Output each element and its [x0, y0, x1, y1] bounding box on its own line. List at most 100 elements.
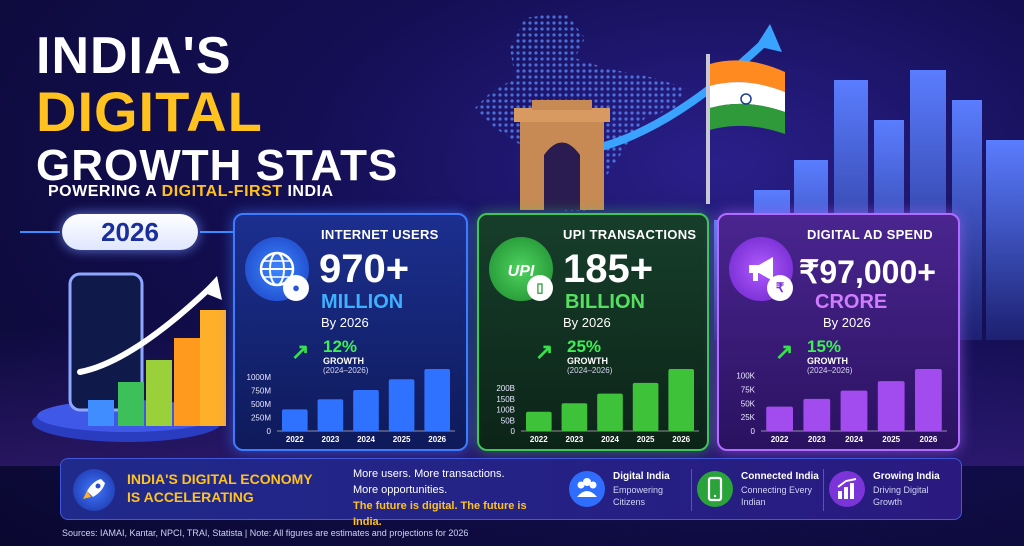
growth-range: (2024–2026) — [567, 366, 613, 375]
card-value: 970+ — [319, 247, 410, 291]
growth-percent: 25% — [567, 337, 602, 356]
divider-line-right — [200, 231, 240, 233]
bar — [317, 399, 344, 431]
card-label: INTERNET USERS — [321, 227, 439, 242]
trend-up-arrow-icon: ↗ — [535, 339, 554, 364]
x-tick-label: 2026 — [920, 435, 938, 444]
x-tick-label: 2023 — [566, 435, 584, 444]
x-tick-label: 2025 — [637, 435, 655, 444]
card-label: UPI TRANSACTIONS — [563, 227, 697, 242]
year-badge-wrap: 2026 — [20, 214, 240, 250]
y-tick-label: 1000M — [247, 373, 272, 382]
pill-subtitle: Driving Digital Growth — [873, 485, 929, 507]
title-line-1: INDIA'S — [36, 27, 232, 85]
phone-icon — [697, 471, 733, 507]
y-tick-label: 100K — [736, 372, 755, 381]
bar — [877, 381, 905, 431]
bar — [388, 379, 415, 431]
growth-indicator: ↗ 12% GROWTH (2024–2026) — [291, 337, 411, 375]
x-tick-label: 2025 — [882, 435, 900, 444]
x-tick-label: 2024 — [357, 435, 375, 444]
bar — [525, 411, 552, 431]
x-tick-label: 2024 — [845, 435, 863, 444]
stat-card-internet-users: ● INTERNET USERS 970+ MILLION By 2026 ↗ … — [233, 213, 468, 451]
bottom-banner: INDIA'S DIGITAL ECONOMY IS ACCELERATING … — [60, 458, 962, 528]
pill-growing-india: Growing India Driving Digital Growth — [829, 467, 953, 513]
user-icon: ● — [283, 275, 309, 301]
y-tick-label: 150B — [496, 395, 515, 404]
card-by-year: By 2026 — [321, 315, 369, 330]
growth-indicator: ↗ 25% GROWTH (2024–2026) — [535, 337, 655, 375]
card-by-year: By 2026 — [563, 315, 611, 330]
x-tick-label: 2023 — [808, 435, 826, 444]
bar-chart-digital-ad-spend: 100K 75K 50K 25K 0 2022 2023 2024 2025 2026 — [736, 369, 947, 444]
x-tick-label: 2025 — [393, 435, 411, 444]
title-line-2: DIGITAL — [36, 80, 263, 143]
divider-line-left — [20, 231, 60, 233]
y-tick-label: 0 — [751, 427, 756, 436]
main-title: INDIA'S DIGITAL GROWTH STATS — [36, 30, 416, 188]
message-line-3: The future is digital. The future is Ind… — [353, 499, 527, 528]
x-tick-label: 2022 — [530, 435, 548, 444]
pill-title: Connected India — [741, 471, 819, 482]
bar — [632, 382, 659, 431]
growth-label: GROWTH — [807, 356, 848, 366]
message-line-1: More users. More transactions. — [353, 468, 505, 480]
stat-card-digital-ad-spend: ₹ DIGITAL AD SPEND ₹97,000+ CRORE By 202… — [717, 213, 960, 451]
x-tick-label: 2022 — [771, 435, 789, 444]
y-tick-label: 25K — [741, 413, 756, 422]
bar — [766, 406, 793, 431]
divider — [691, 469, 692, 511]
bar-chart-internet-users: 1000M 750M 500M 250M 0 2022 2023 2024 2025 2026 — [247, 369, 455, 444]
x-tick-label: 2026 — [428, 435, 446, 444]
x-tick-label: 2023 — [322, 435, 340, 444]
year-badge: 2026 — [62, 214, 198, 250]
banner-headline: INDIA'S DIGITAL ECONOMY IS ACCELERATING — [127, 471, 313, 505]
bar — [915, 369, 942, 431]
subtitle-suffix: INDIA — [282, 183, 334, 200]
bar — [561, 403, 588, 431]
trend-up-arrow-icon: ↗ — [291, 339, 310, 364]
message-line-2: More opportunities. — [353, 483, 448, 496]
india-gate-monument — [514, 100, 610, 210]
bar — [424, 369, 451, 431]
x-tick-label: 2024 — [601, 435, 619, 444]
bar — [803, 398, 831, 431]
card-label: DIGITAL AD SPEND — [807, 227, 933, 242]
title-line-3: GROWTH STATS — [36, 141, 399, 190]
growth-label: GROWTH — [323, 356, 364, 366]
growth-percent: 15% — [807, 337, 842, 356]
sources-footer: Sources: IAMAI, Kantar, NPCI, TRAI, Stat… — [62, 528, 469, 538]
subtitle: POWERING A DIGITAL-FIRST INDIA — [48, 183, 334, 201]
y-tick-label: 100B — [496, 406, 515, 415]
card-value: 185+ — [563, 247, 654, 291]
banner-message: More users. More transactions. More oppo… — [353, 467, 553, 531]
bar — [668, 369, 695, 431]
y-tick-label: 500M — [251, 400, 271, 409]
card-by-year: By 2026 — [823, 315, 871, 330]
trend-up-arrow-icon: ↗ — [775, 339, 794, 364]
y-tick-label: 0 — [267, 427, 272, 436]
y-tick-label: 250M — [251, 414, 271, 423]
people-icon — [569, 471, 605, 507]
smartphone-bar-chart-illustration — [32, 272, 226, 442]
divider — [823, 469, 824, 511]
card-unit: BILLION — [565, 291, 645, 313]
y-tick-label: 750M — [251, 387, 271, 396]
growth-range: (2024–2026) — [807, 366, 853, 375]
bar — [281, 409, 308, 431]
x-tick-label: 2022 — [286, 435, 304, 444]
bar — [840, 390, 868, 431]
y-tick-label: 200B — [496, 384, 515, 393]
card-value: ₹97,000+ — [799, 254, 936, 290]
growth-range: (2024–2026) — [323, 366, 369, 375]
stat-card-upi-transactions: UPI ▯ UPI TRANSACTIONS 185+ BILLION By 2… — [477, 213, 709, 451]
growth-label: GROWTH — [567, 356, 608, 366]
bar — [597, 393, 623, 431]
growth-percent: 12% — [323, 337, 358, 356]
pill-title: Growing India — [873, 471, 940, 482]
phone-icon: ▯ — [527, 275, 553, 301]
growth-indicator: ↗ 15% GROWTH (2024–2026) — [775, 337, 895, 375]
